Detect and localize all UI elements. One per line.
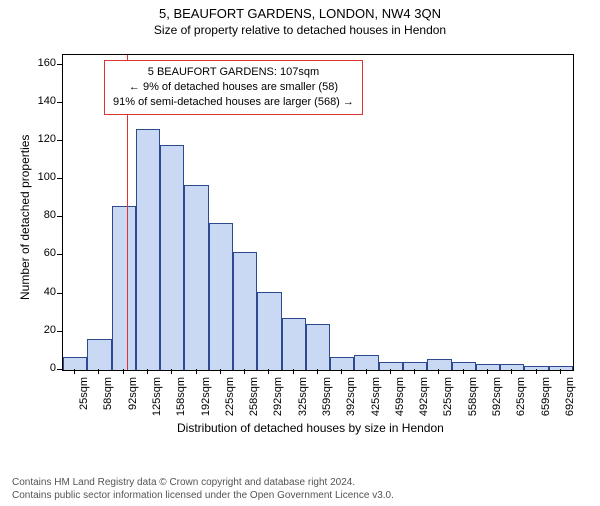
x-tick-label: 225sqm — [224, 377, 236, 437]
x-tick-mark — [268, 369, 269, 374]
x-tick-mark — [463, 369, 464, 374]
histogram-bar — [524, 366, 548, 370]
x-tick-label: 425sqm — [370, 377, 382, 437]
x-tick-mark — [147, 369, 148, 374]
x-tick-mark — [171, 369, 172, 374]
x-tick-mark — [293, 369, 294, 374]
x-tick-mark — [366, 369, 367, 374]
histogram-bar — [306, 324, 330, 370]
annotation-line: 91% of semi-detached houses are larger (… — [113, 95, 354, 110]
x-tick-mark — [536, 369, 537, 374]
x-tick-mark — [438, 369, 439, 374]
y-tick-mark — [57, 140, 62, 141]
annotation-box: 5 BEAUFORT GARDENS: 107sqm← 9% of detach… — [104, 60, 363, 115]
x-tick-mark — [511, 369, 512, 374]
x-tick-label: 192sqm — [200, 377, 212, 437]
x-tick-label: 692sqm — [564, 377, 576, 437]
histogram-bar — [184, 185, 208, 370]
x-tick-label: 625sqm — [515, 377, 527, 437]
y-tick-mark — [57, 369, 62, 370]
histogram-bar — [160, 145, 184, 370]
y-tick-mark — [57, 254, 62, 255]
y-tick-label: 20 — [28, 324, 56, 336]
histogram-bar — [452, 362, 476, 370]
x-tick-label: 492sqm — [418, 377, 430, 437]
y-tick-label: 140 — [28, 95, 56, 107]
x-tick-mark — [341, 369, 342, 374]
x-tick-mark — [220, 369, 221, 374]
x-tick-mark — [560, 369, 561, 374]
histogram-bar — [136, 129, 160, 370]
y-tick-mark — [57, 178, 62, 179]
x-tick-label: 158sqm — [175, 377, 187, 437]
histogram-bar — [330, 357, 354, 370]
histogram-bar — [500, 364, 524, 370]
y-tick-label: 120 — [28, 133, 56, 145]
annotation-line: 5 BEAUFORT GARDENS: 107sqm — [113, 65, 354, 80]
x-tick-label: 558sqm — [467, 377, 479, 437]
x-tick-label: 392sqm — [345, 377, 357, 437]
histogram-bar — [257, 292, 281, 370]
x-tick-label: 359sqm — [321, 377, 333, 437]
x-tick-label: 292sqm — [272, 377, 284, 437]
histogram-bar — [427, 359, 451, 370]
histogram-bar — [379, 362, 403, 370]
footer-line-2: Contains public sector information licen… — [12, 489, 588, 502]
y-tick-label: 80 — [28, 209, 56, 221]
x-tick-label: 25sqm — [78, 377, 90, 437]
x-tick-mark — [74, 369, 75, 374]
page-title: 5, BEAUFORT GARDENS, LONDON, NW4 3QN — [0, 6, 600, 21]
x-tick-label: 125sqm — [151, 377, 163, 437]
y-tick-label: 60 — [28, 247, 56, 259]
x-tick-label: 325sqm — [297, 377, 309, 437]
x-tick-mark — [317, 369, 318, 374]
histogram-bar — [233, 252, 257, 370]
y-tick-label: 160 — [28, 57, 56, 69]
x-tick-label: 92sqm — [127, 377, 139, 437]
histogram-bar — [87, 339, 111, 370]
footer-line-1: Contains HM Land Registry data © Crown c… — [12, 476, 588, 489]
histogram-bar — [549, 366, 573, 370]
x-tick-label: 659sqm — [540, 377, 552, 437]
x-tick-label: 459sqm — [394, 377, 406, 437]
x-tick-mark — [487, 369, 488, 374]
histogram-bar — [354, 355, 378, 370]
x-tick-mark — [123, 369, 124, 374]
histogram-bar — [282, 318, 306, 370]
x-tick-mark — [98, 369, 99, 374]
x-tick-label: 525sqm — [442, 377, 454, 437]
histogram-bar — [63, 357, 87, 370]
page-subtitle: Size of property relative to detached ho… — [0, 23, 600, 37]
chart-container: Number of detached properties Distributi… — [0, 54, 600, 434]
y-tick-mark — [57, 64, 62, 65]
x-tick-label: 592sqm — [491, 377, 503, 437]
x-tick-label: 58sqm — [102, 377, 114, 437]
y-tick-label: 100 — [28, 171, 56, 183]
histogram-bar — [209, 223, 233, 370]
y-tick-label: 40 — [28, 286, 56, 298]
x-tick-mark — [390, 369, 391, 374]
annotation-line: ← 9% of detached houses are smaller (58) — [113, 80, 354, 95]
y-tick-label: 0 — [28, 362, 56, 374]
footer-text: Contains HM Land Registry data © Crown c… — [12, 476, 588, 502]
x-tick-mark — [244, 369, 245, 374]
histogram-bar — [112, 206, 136, 370]
x-tick-label: 258sqm — [248, 377, 260, 437]
histogram-bar — [403, 362, 427, 370]
y-tick-mark — [57, 102, 62, 103]
x-tick-mark — [196, 369, 197, 374]
x-tick-mark — [414, 369, 415, 374]
y-tick-mark — [57, 216, 62, 217]
y-tick-mark — [57, 293, 62, 294]
y-tick-mark — [57, 331, 62, 332]
